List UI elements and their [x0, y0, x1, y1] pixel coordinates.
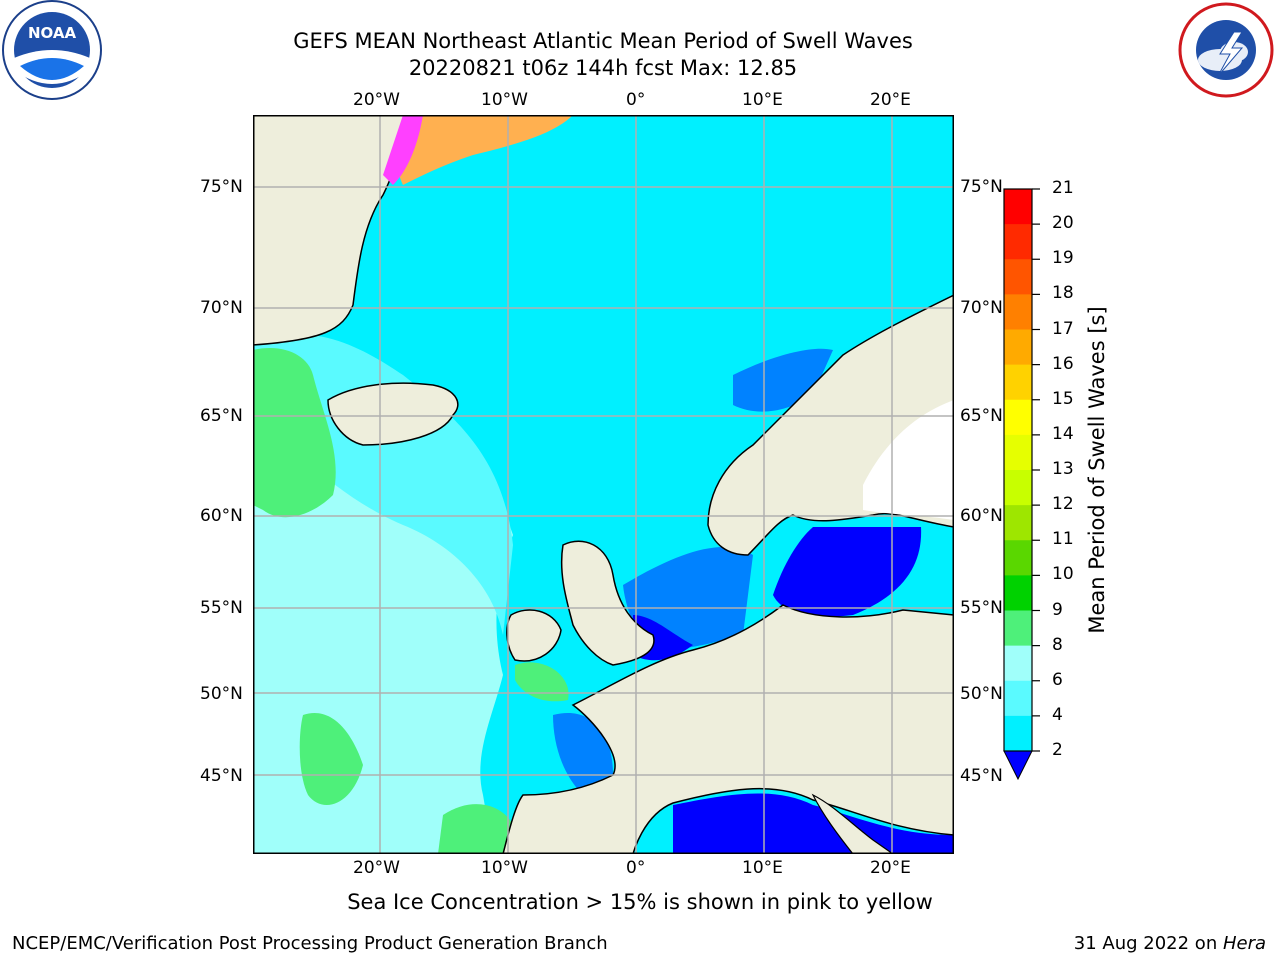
colorbar-tick-marks	[1032, 188, 1040, 752]
colorbar-tick-label: 20	[1052, 213, 1074, 234]
sea-ice-area	[397, 115, 573, 185]
great-britain-land	[560, 540, 655, 666]
swell-period-map	[253, 115, 954, 854]
lon-label-bottom-0: 0°	[626, 858, 646, 878]
colorbar-tick-label: 17	[1052, 318, 1074, 339]
colorbar-segment	[1004, 645, 1032, 682]
swell-band-9-10-west	[253, 347, 336, 518]
plot-title-line2: 20220821 t06z 144h fcst Max: 12.85	[408, 56, 798, 80]
sea-ice-annotation: Sea Ice Concentration > 15% is shown in …	[347, 890, 933, 914]
bothnia-gulf	[863, 400, 954, 520]
colorbar-segment	[1004, 610, 1032, 647]
swell-band-9-10-south	[299, 713, 363, 805]
mediterranean-sea	[673, 793, 954, 854]
lat-label-left-60n: 60°N	[200, 506, 243, 526]
plot-title-line1: GEFS MEAN Northeast Atlantic Mean Period…	[293, 29, 913, 53]
colorbar-tick-label: 14	[1052, 423, 1074, 444]
lat-label-right-45n: 45°N	[960, 766, 1003, 786]
colorbar-tick-label: 6	[1052, 669, 1063, 690]
swell-band-9-10-south2	[438, 804, 513, 854]
noaa-logo-text: NOAA	[28, 24, 77, 42]
colorbar-tick-label: 2	[1052, 740, 1063, 760]
lon-label-top-10e: 10°E	[742, 90, 783, 110]
lon-label-bottom-20e: 20°E	[870, 858, 911, 878]
colorbar-segment	[1004, 715, 1032, 752]
colorbar-segment	[1004, 434, 1032, 471]
colorbar-tick-label: 18	[1052, 283, 1074, 304]
lat-label-right-65n: 65°N	[960, 406, 1003, 426]
colorbar-segment	[1004, 224, 1032, 260]
noaa-logo: NOAA	[0, 0, 104, 104]
lat-label-left-70n: 70°N	[200, 298, 243, 318]
colorbar-tick-label: 4	[1052, 704, 1063, 725]
lon-label-top-10w: 10°W	[481, 90, 528, 110]
baltic-sea	[773, 527, 922, 617]
footer-right: 31 Aug 2022 on Hera	[1074, 933, 1266, 954]
colorbar-tick-label: 15	[1052, 388, 1074, 409]
lat-label-right-55n: 55°N	[960, 598, 1003, 618]
colorbar-segment	[1004, 259, 1032, 295]
colorbar-segments	[1003, 189, 1033, 781]
continental-europe-land	[502, 604, 954, 854]
footer-left: NCEP/EMC/Verification Post Processing Pr…	[12, 933, 608, 954]
lat-label-left-75n: 75°N	[200, 177, 243, 197]
colorbar-tick-label: 19	[1052, 248, 1074, 269]
italy-land	[811, 793, 895, 854]
colorbar-tick-label: 13	[1052, 459, 1074, 479]
footer-date: 31 Aug 2022 on	[1073, 933, 1223, 954]
lon-label-bottom-20w: 20°W	[353, 858, 400, 878]
lat-label-left-45n: 45°N	[200, 766, 243, 786]
lat-label-left-65n: 65°N	[200, 406, 243, 426]
colorbar-segment	[1004, 294, 1032, 330]
colorbar-extend-arrow	[1003, 750, 1033, 781]
lon-label-top-20e: 20°E	[870, 90, 911, 110]
lat-label-right-75n: 75°N	[960, 177, 1003, 197]
sea-ice-edge	[383, 115, 423, 185]
map-frame	[253, 115, 954, 854]
colorbar-tick-label: 12	[1052, 494, 1074, 515]
colorbar-label: Mean Period of Swell Waves [s]	[1085, 306, 1109, 634]
lat-label-left-55n: 55°N	[200, 598, 243, 618]
lon-label-bottom-10e: 10°E	[742, 858, 783, 878]
lon-label-top-0: 0°	[626, 90, 646, 110]
footer-host: Hera	[1222, 933, 1266, 954]
graticule	[253, 115, 954, 854]
lat-label-right-50n: 50°N	[960, 684, 1003, 704]
swell-band-9-10-celtic	[515, 662, 569, 702]
colorbar-segment	[1004, 680, 1032, 717]
colorbar-tick-label: 16	[1052, 353, 1074, 374]
colorbar-segment	[1004, 505, 1032, 541]
colorbar-tick-label: 8	[1052, 634, 1063, 655]
colorbar	[1003, 188, 1040, 781]
colorbar-segment	[1004, 189, 1032, 225]
colorbar-tick-label: 9	[1052, 599, 1063, 620]
colorbar-tick-label: 11	[1052, 529, 1074, 550]
colorbar-segment	[1004, 575, 1032, 611]
lon-label-bottom-10w: 10°W	[481, 858, 528, 878]
colorbar-segment	[1004, 470, 1032, 506]
lat-label-left-50n: 50°N	[200, 684, 243, 704]
colorbar-segment	[1004, 364, 1032, 401]
iceland-land	[327, 382, 459, 446]
colorbar-segment	[1004, 399, 1032, 436]
lat-label-right-70n: 70°N	[960, 298, 1003, 318]
lat-label-right-60n: 60°N	[960, 506, 1003, 526]
lon-label-top-20w: 20°W	[353, 90, 400, 110]
colorbar-tick-label: 21	[1052, 178, 1074, 198]
nws-logo	[1176, 2, 1276, 102]
colorbar-segment	[1004, 540, 1032, 576]
colorbar-tick-label: 10	[1052, 564, 1074, 585]
colorbar-segment	[1004, 329, 1032, 366]
